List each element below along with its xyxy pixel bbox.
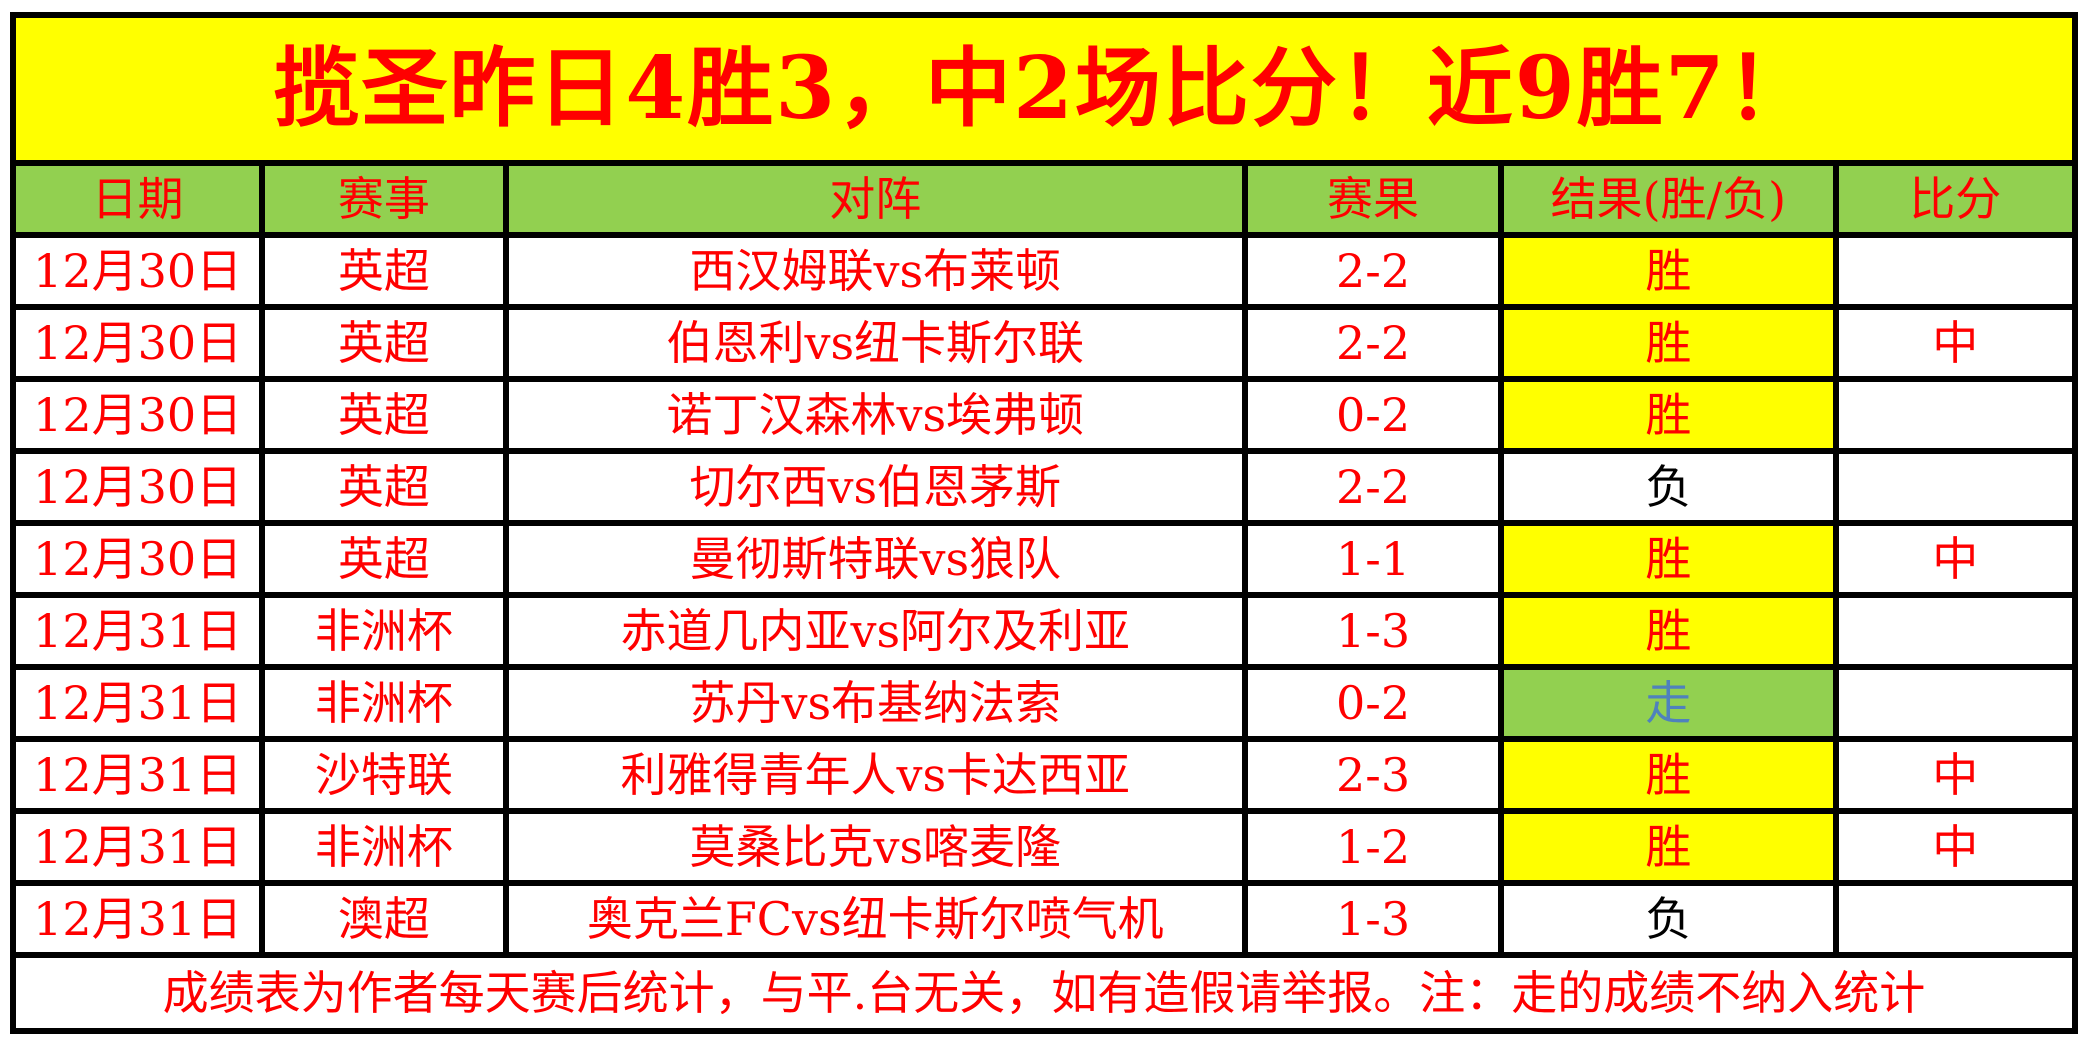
cell-result: 负	[1504, 454, 1833, 520]
cell-score: 0-2	[1248, 382, 1499, 448]
cell-league: 沙特联	[265, 742, 503, 808]
column-header-league: 赛事	[265, 166, 503, 232]
cell-result: 胜	[1504, 598, 1833, 664]
cell-match: 赤道几内亚vs阿尔及利亚	[508, 598, 1243, 664]
cell-score: 2-2	[1248, 238, 1499, 304]
cell-result: 胜	[1504, 742, 1833, 808]
cell-date: 12月31日	[16, 742, 260, 808]
cell-match: 诺丁汉森林vs埃弗顿	[508, 382, 1243, 448]
cell-league: 英超	[265, 310, 503, 376]
cell-date: 12月30日	[16, 526, 260, 592]
cell-match: 苏丹vs布基纳法索	[508, 670, 1243, 736]
cell-league: 非洲杯	[265, 670, 503, 736]
cell-result: 胜	[1504, 382, 1833, 448]
column-header-result: 结果(胜/负)	[1504, 166, 1833, 232]
cell-hit	[1838, 886, 2072, 952]
cell-date: 12月31日	[16, 886, 260, 952]
column-header-hit: 比分	[1838, 166, 2072, 232]
footer-note: 成绩表为作者每天赛后统计，与平.台无关，如有造假请举报。注：走的成绩不纳入统计	[16, 958, 2072, 1028]
cell-result: 胜	[1504, 526, 1833, 592]
cell-result: 胜	[1504, 310, 1833, 376]
cell-hit	[1838, 670, 2072, 736]
cell-hit	[1838, 598, 2072, 664]
cell-score: 2-3	[1248, 742, 1499, 808]
cell-score: 1-2	[1248, 814, 1499, 880]
cell-date: 12月30日	[16, 382, 260, 448]
banner-title: 揽圣昨日4胜3，中2场比分！近9胜7！	[16, 18, 2072, 160]
cell-date: 12月31日	[16, 670, 260, 736]
cell-result: 胜	[1504, 814, 1833, 880]
cell-league: 英超	[265, 454, 503, 520]
cell-match: 利雅得青年人vs卡达西亚	[508, 742, 1243, 808]
cell-match: 莫桑比克vs喀麦隆	[508, 814, 1243, 880]
cell-result: 胜	[1504, 238, 1833, 304]
cell-match: 西汉姆联vs布莱顿	[508, 238, 1243, 304]
column-header-date: 日期	[16, 166, 260, 232]
cell-score: 1-1	[1248, 526, 1499, 592]
cell-league: 英超	[265, 238, 503, 304]
cell-league: 非洲杯	[265, 598, 503, 664]
cell-league: 澳超	[265, 886, 503, 952]
cell-league: 非洲杯	[265, 814, 503, 880]
cell-date: 12月30日	[16, 454, 260, 520]
cell-hit	[1838, 454, 2072, 520]
cell-date: 12月31日	[16, 598, 260, 664]
cell-match: 曼彻斯特联vs狼队	[508, 526, 1243, 592]
cell-match: 伯恩利vs纽卡斯尔联	[508, 310, 1243, 376]
cell-match: 切尔西vs伯恩茅斯	[508, 454, 1243, 520]
column-header-score: 赛果	[1248, 166, 1499, 232]
results-table: 揽圣昨日4胜3，中2场比分！近9胜7！ 日期 赛事 对阵 赛果 结果(胜/负) 比分 12月…	[10, 12, 2078, 1034]
cell-league: 英超	[265, 382, 503, 448]
column-header-match: 对阵	[508, 166, 1243, 232]
cell-league: 英超	[265, 526, 503, 592]
cell-hit	[1838, 238, 2072, 304]
cell-score: 2-2	[1248, 454, 1499, 520]
cell-result: 负	[1504, 886, 1833, 952]
cell-hit: 中	[1838, 526, 2072, 592]
cell-score: 1-3	[1248, 598, 1499, 664]
cell-score: 2-2	[1248, 310, 1499, 376]
cell-hit	[1838, 382, 2072, 448]
cell-match: 奥克兰FCvs纽卡斯尔喷气机	[508, 886, 1243, 952]
cell-hit: 中	[1838, 742, 2072, 808]
cell-score: 0-2	[1248, 670, 1499, 736]
cell-score: 1-3	[1248, 886, 1499, 952]
cell-result: 走	[1504, 670, 1833, 736]
cell-date: 12月30日	[16, 310, 260, 376]
cell-hit: 中	[1838, 814, 2072, 880]
cell-date: 12月30日	[16, 238, 260, 304]
cell-date: 12月31日	[16, 814, 260, 880]
cell-hit: 中	[1838, 310, 2072, 376]
